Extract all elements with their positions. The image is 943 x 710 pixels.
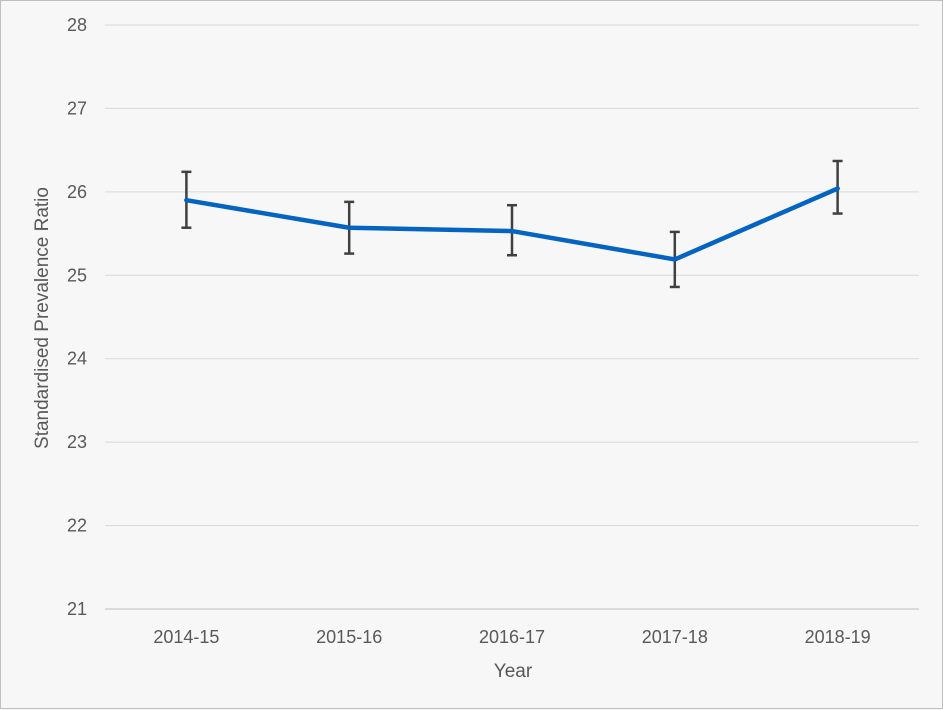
x-tick-label: 2014-15 (153, 627, 219, 647)
y-tick-label: 23 (67, 432, 87, 452)
data-point (509, 228, 515, 234)
data-point (184, 198, 189, 203)
y-tick-label: 22 (67, 516, 87, 536)
y-tick-label: 21 (67, 599, 87, 619)
y-axis-title: Standardised Prevalence Ratio (32, 187, 53, 449)
x-tick-label: 2015-16 (316, 627, 382, 647)
x-tick-label: 2017-18 (642, 627, 708, 647)
error-bars (181, 159, 843, 289)
series-lines (184, 186, 840, 262)
data-point (672, 257, 677, 262)
y-tick-label: 28 (67, 15, 87, 35)
gridlines (105, 24, 919, 610)
x-tick-label: 2018-19 (805, 627, 871, 647)
data-point (347, 225, 352, 230)
data-point (835, 186, 840, 191)
y-axis-tick-labels: 21 22 23 24 25 26 27 28 (67, 15, 87, 619)
y-tick-label: 26 (67, 182, 87, 202)
x-tick-label: 2016-17 (479, 627, 545, 647)
y-tick-label: 24 (67, 349, 87, 369)
y-tick-label: 25 (67, 265, 87, 285)
y-tick-label: 27 (67, 98, 87, 118)
x-axis-title: Year (494, 661, 533, 682)
x-axis-tick-labels: 2014-15 2015-16 2016-17 2017-18 2018-19 (153, 627, 870, 647)
